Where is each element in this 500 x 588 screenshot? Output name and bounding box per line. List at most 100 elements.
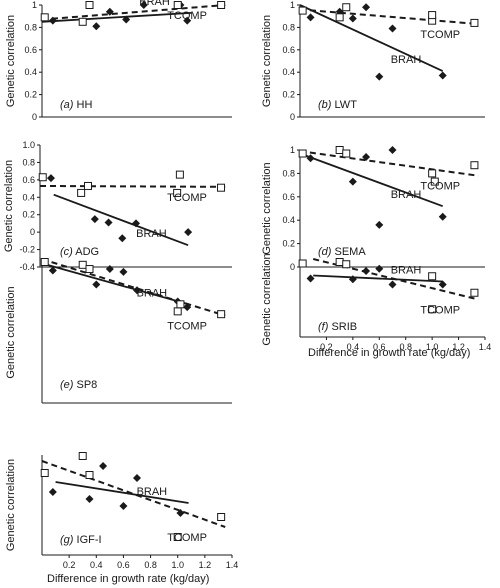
panel-g-xtick-label: 0.4 (90, 560, 103, 570)
panel-b-tcomp-point (428, 11, 437, 20)
panel-b-brah-label: BRAH (391, 54, 422, 66)
panel-a-title-name: HH (73, 99, 92, 111)
panel-b-ytick-label: 1 (290, 0, 295, 10)
panel-f-xtick-label: 1.0 (426, 342, 439, 352)
panel-e-brah-point (92, 280, 101, 289)
panel-g-xtick-label: 1.4 (226, 560, 239, 570)
panel-d-tcomp-fit-line (299, 150, 479, 177)
panel-c-brah-fit-line (53, 193, 189, 247)
panel-a-title-letter: (a) (60, 99, 74, 111)
panel-a-tcomp-point (78, 17, 87, 26)
panel-d-tcomp-point (298, 149, 307, 158)
panel-a-tcomp-point (40, 13, 49, 22)
panel-b-tcomp-point (342, 3, 351, 12)
panel-g-ylabel: Genetic correlation (5, 459, 17, 551)
panel-d-brah-point (306, 154, 315, 163)
panel-g-title-name: IGF-I (73, 534, 101, 546)
panel-g-brah-label: BRAH (137, 486, 168, 498)
panel-d-ylabel: Genetic correlation (261, 162, 273, 254)
panel-e-brah-point (119, 267, 128, 276)
panel-g-xtick-label: 1.2 (199, 560, 212, 570)
panel-f-brah-label: BRAH (391, 265, 422, 277)
panel-a-tcomp-label: TCOMP (167, 10, 207, 22)
figure-xlabel: Difference in growth rate (kg/day) (308, 347, 470, 359)
panel-f-brah-point (306, 274, 315, 283)
panel-c-brah-point (46, 174, 55, 183)
panel-c-tcomp-point (84, 181, 92, 190)
panel-g-xtick-label: 0.2 (63, 560, 76, 570)
panel-c-tcomp-fit-line (39, 184, 226, 188)
panel-e-tcomp-point (85, 265, 94, 274)
panel-a-ytick-label: 0.4 (24, 67, 37, 77)
panel-f-xtick-label: 1.4 (479, 342, 492, 352)
panel-a-brah-point (92, 22, 101, 31)
panel-e-brah-point (105, 265, 114, 274)
panel-b-brah-point (375, 72, 384, 81)
panel-a-tcomp-point (173, 1, 182, 9)
panel-d-title: (d) SEMA (318, 246, 366, 258)
panel-a-brah-point (105, 7, 114, 16)
panel-e-tcomp-point (176, 300, 185, 309)
panel-b-tcomp-point (335, 13, 344, 22)
panel-f-title: (f) SRIB (318, 321, 357, 333)
panel-f-tcomp-fit-line (312, 258, 479, 301)
panel-d-title-name: SEMA (331, 246, 366, 258)
panel-b-brah-point (438, 71, 447, 80)
panel-a-tcomp-point (85, 1, 94, 9)
panel-g-title-letter: (g) (60, 534, 74, 546)
panel-g-tcomp-label: TCOMP (167, 532, 207, 544)
panel-d-ytick-label: 0.2 (282, 239, 295, 249)
panel-d-ytick-label: 1 (290, 145, 295, 155)
panel-c-brah-point (118, 234, 127, 243)
panel-e-tcomp-point (217, 310, 226, 319)
panel-e-tcomp-point (173, 307, 182, 316)
panel-d-ytick-label: 0 (290, 262, 295, 272)
panel-c-tcomp-point (38, 173, 47, 182)
panel-a-ytick-label: 1 (32, 0, 37, 10)
panel-d-brah-point (438, 212, 447, 221)
panel-d-tcomp-point (470, 161, 479, 170)
panel-f-xtick-label: 1.2 (452, 342, 465, 352)
panel-a-ytick-label: 0.2 (24, 90, 37, 100)
panel-g-brah-point (85, 495, 94, 503)
panel-e-title-name: SP8 (73, 379, 97, 391)
panel-b-ylabel: Genetic correlation (261, 15, 273, 107)
panel-c-tcomp-point (175, 170, 184, 179)
panel-a-ytick-label: 0 (32, 112, 37, 122)
panel-d-tcomp-point (335, 146, 344, 154)
panel-e-tcomp-point (78, 260, 87, 269)
panel-c-ytick-label: 1.0 (22, 140, 35, 150)
panel-f-brah-point (375, 264, 384, 273)
panel-f-xtick-label: 0.4 (347, 342, 360, 352)
panel-f-xtick-label: 0.2 (320, 342, 333, 352)
panel-b-ytick-label: 0.2 (282, 90, 295, 100)
panel-e-brah-point (48, 266, 57, 275)
panel-f-tcomp-point (428, 272, 437, 281)
panel-a-ytick-label: 0.8 (24, 22, 37, 32)
panel-g-title: (g) IGF-I (60, 534, 102, 546)
panel-e-title-letter: (e) (60, 379, 74, 391)
panel-b-brah-point (306, 13, 315, 22)
panel-d-ytick-label: 0.6 (282, 192, 295, 202)
panel-a-brah-label: BRAH (139, 0, 170, 8)
panel-g-tcomp-point (85, 471, 94, 479)
panel-b-brah-point (335, 7, 344, 16)
panel-f-title-name: SRIB (328, 321, 357, 333)
panel-f-brah-point (348, 275, 357, 284)
panel-f-tcomp-label: TCOMP (420, 305, 460, 317)
panel-f-brah-fit-line (313, 274, 443, 283)
panel-b-ytick-label: 0.6 (282, 45, 295, 55)
panel-a-brah-point (183, 16, 192, 25)
panel-f-tcomp-point (428, 305, 437, 314)
panel-g-brah-point (119, 502, 128, 510)
panel-a-tcomp-fit-line (41, 4, 226, 21)
panel-c-ytick-label: 0.8 (22, 157, 35, 167)
panel-a-ylabel: Genetic correlation (5, 15, 17, 107)
panel-b-brah-point (388, 24, 397, 33)
panel-b-title: (b) LWT (318, 99, 357, 111)
panel-c-ytick-label: -0.4 (19, 262, 35, 272)
panel-c-ytick-label: 0.4 (22, 192, 35, 202)
panel-a-ytick-label: 0.6 (24, 45, 37, 55)
panel-c-ytick-label: 0.6 (22, 175, 35, 185)
panel-g-xtick-label: 0.8 (144, 560, 157, 570)
